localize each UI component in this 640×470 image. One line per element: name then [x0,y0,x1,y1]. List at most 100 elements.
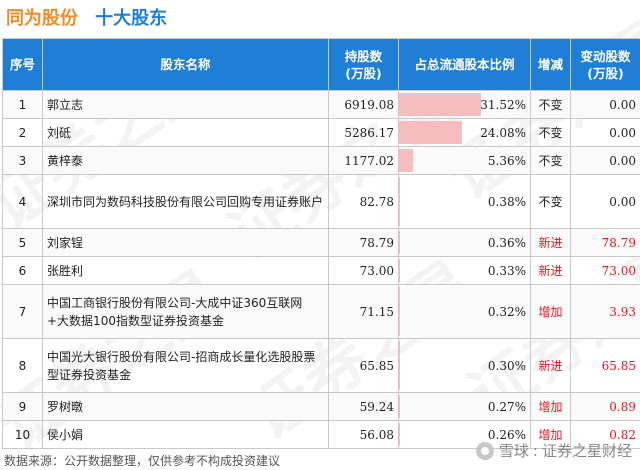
change-shares: 0.00 [570,90,640,119]
ratio-cell: 0.30% [398,338,531,393]
ratio-cell: 0.38% [398,174,531,229]
change-shares: 73.00 [570,256,640,285]
row-index: 6 [2,256,43,285]
ratio-cell: 5.36% [398,146,531,175]
change-shares: 65.85 [570,338,640,393]
ratio-bar [399,423,400,446]
shares-held: 5286.17 [328,118,399,147]
shareholder-name: 刘家锃 [42,228,329,257]
ratio-value: 0.30% [487,358,526,373]
ratio-cell: 31.52% [398,90,531,119]
ratio-value: 24.08% [480,125,526,140]
shareholder-name: 黄梓泰 [42,146,329,175]
ratio-value: 0.36% [487,235,526,250]
change-status: 增加 [530,284,571,339]
change-status: 新进 [530,256,571,285]
page-header: 同为股份 十大股东 [0,0,640,34]
ratio-value: 0.32% [487,304,526,319]
ratio-value: 31.52% [480,97,526,112]
row-index: 8 [2,338,43,393]
table-row: 9 罗树暾 59.24 0.27% 增加 0.89 [2,392,640,421]
table-row: 1 郭立志 6919.08 31.52% 不变 0.00 [2,90,640,119]
table-row: 4 深圳市同为数码科技股份有限公司回购专用证券账户 82.78 0.38% 不变 0.00 [2,174,640,229]
row-index: 3 [2,146,43,175]
change-shares: 78.79 [570,228,640,257]
brand-left: 雪球 [498,442,529,460]
col-header-delta: 变动股数 (万股) [570,38,640,91]
change-status: 增加 [530,420,571,449]
table-row: 10 侯小娟 56.08 0.26% 增加 0.82 [2,420,640,449]
ratio-bar [399,93,481,116]
shares-held: 6919.08 [328,90,399,119]
ratio-bar [399,395,400,418]
shares-held: 59.24 [328,392,399,421]
col-header-index: 序号 [2,38,43,91]
shareholder-name: 深圳市同为数码科技股份有限公司回购专用证券账户 [42,174,329,229]
ratio-bar [399,259,400,282]
page-title: 十大股东 [95,8,168,29]
change-status: 不变 [530,118,571,147]
col-header-name: 股东名称 [42,38,329,91]
ratio-bar [399,121,462,144]
ratio-bar [399,231,400,254]
ratio-cell: 24.08% [398,118,531,147]
shares-held: 82.78 [328,174,399,229]
shares-held: 71.15 [328,284,399,339]
change-shares: 0.89 [570,392,640,421]
table-row: 8 中国光大银行股份有限公司-招商成长量化选股股票型证券投资基金 65.85 0.30… [2,338,640,393]
ratio-cell: 0.32% [398,284,531,339]
ratio-value: 0.33% [487,263,526,278]
shareholder-name: 中国光大银行股份有限公司-招商成长量化选股股票型证券投资基金 [42,338,329,393]
change-status: 增加 [530,392,571,421]
ratio-value: 0.26% [487,427,526,442]
table-row: 7 中国工商银行股份有限公司-大成中证360互联网+大数据100指数型证券投资基金… [2,284,640,339]
ratio-cell: 0.36% [398,228,531,257]
change-shares: 0.00 [570,146,640,175]
brand-separator: : [532,441,538,460]
col-header-change: 增减 [530,38,571,91]
shares-held: 78.79 [328,228,399,257]
snowball-icon [475,441,494,460]
change-shares: 0.00 [570,118,640,147]
ratio-cell: 0.26% [398,420,531,449]
row-index: 10 [2,420,43,449]
table-row: 3 黄梓泰 1177.02 5.36% 不变 0.00 [2,146,640,175]
change-status: 不变 [530,146,571,175]
change-shares: 3.93 [570,284,640,339]
shareholder-name: 罗树暾 [42,392,329,421]
change-status: 新进 [530,338,571,393]
ratio-value: 5.36% [487,153,526,168]
ratio-bar [399,287,400,336]
table-row: 2 刘砥 5286.17 24.08% 不变 0.00 [2,118,640,147]
col-header-ratio: 占总流通股本比例 [398,38,531,91]
row-index: 2 [2,118,43,147]
brand-logo: 雪球 : 证券之星财经 [475,440,632,461]
company-name: 同为股份 [6,8,78,29]
row-index: 9 [2,392,43,421]
ratio-cell: 0.33% [398,256,531,285]
change-status: 不变 [530,174,571,229]
table-row: 5 刘家锃 78.79 0.36% 新进 78.79 [2,228,640,257]
shareholder-table: 序号 股东名称 持股数 (万股) 占总流通股本比例 增减 变动股数 (万股) 1… [2,38,640,449]
shareholder-name: 中国工商银行股份有限公司-大成中证360互联网+大数据100指数型证券投资基金 [42,284,329,339]
change-status: 不变 [530,90,571,119]
shares-held: 73.00 [328,256,399,285]
ratio-value: 0.38% [487,194,526,209]
shares-held: 65.85 [328,338,399,393]
brand-right: 证券之星财经 [541,442,632,460]
row-index: 5 [2,228,43,257]
col-header-shares: 持股数 (万股) [328,38,399,91]
table-header-row: 序号 股东名称 持股数 (万股) 占总流通股本比例 增减 变动股数 (万股) [2,38,640,91]
ratio-bar [399,177,400,226]
shareholder-name: 侯小娟 [42,420,329,449]
table-row: 6 张胜利 73.00 0.33% 新进 73.00 [2,256,640,285]
change-shares: 0.00 [570,174,640,229]
row-index: 1 [2,90,43,119]
shares-held: 1177.02 [328,146,399,175]
shares-held: 56.08 [328,420,399,449]
ratio-value: 0.27% [487,399,526,414]
shareholder-name: 刘砥 [42,118,329,147]
shareholder-name: 张胜利 [42,256,329,285]
row-index: 4 [2,174,43,229]
ratio-cell: 0.27% [398,392,531,421]
